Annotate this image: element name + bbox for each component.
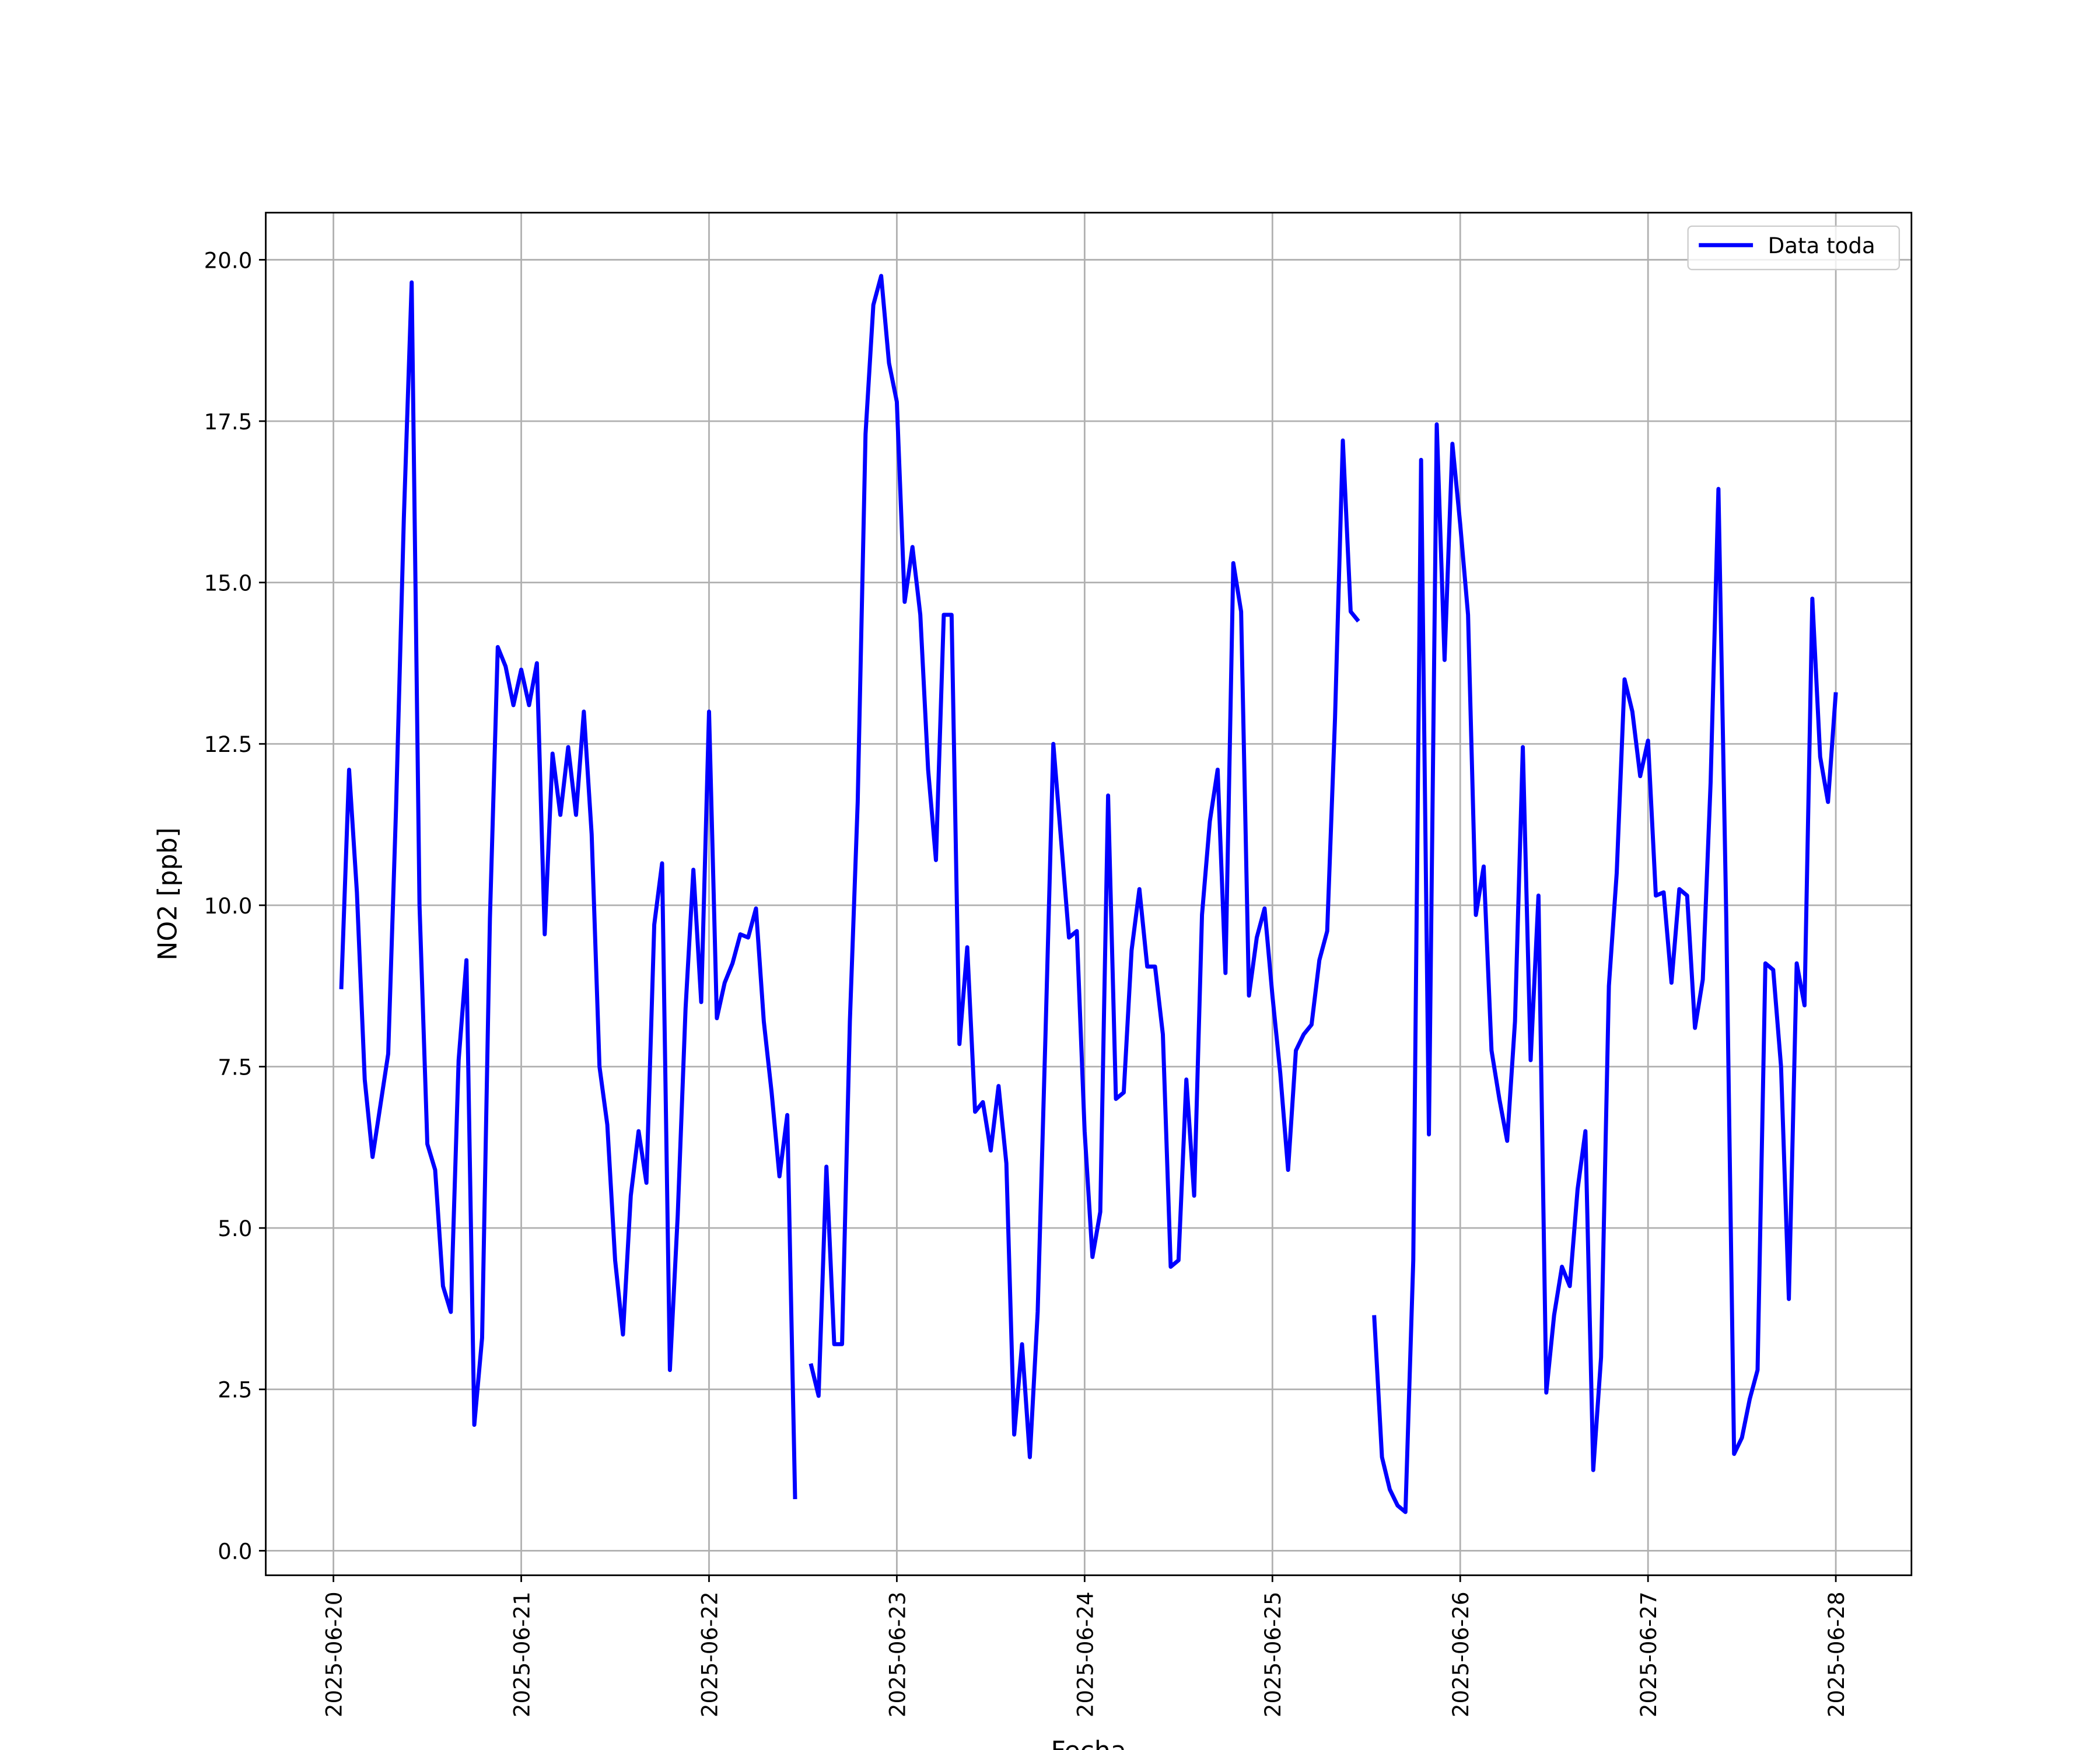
plot-lines xyxy=(339,274,1838,1514)
data-line xyxy=(339,274,1838,1514)
x-axis-label: Fecha xyxy=(1051,1736,1126,1750)
y-tick-label: 0.0 xyxy=(218,1539,252,1564)
x-tick-label: 2025-06-26 xyxy=(1448,1591,1474,1717)
grid xyxy=(265,212,1912,1576)
y-tick-label: 7.5 xyxy=(218,1055,252,1080)
ticks: 0.0 2.5 5.0 7.5 10.0 12.5 15.0 17.5 20.0 2025-06-… xyxy=(204,248,1849,1717)
x-tick-label: 2025-06-23 xyxy=(885,1591,910,1717)
axes-frame xyxy=(265,212,1913,1576)
x-tick-label: 2025-06-28 xyxy=(1824,1591,1849,1717)
y-tick-label: 12.5 xyxy=(204,732,253,757)
legend-box xyxy=(1687,225,1901,271)
legend: Data toda xyxy=(1687,225,1901,271)
x-tick-label: 2025-06-27 xyxy=(1636,1591,1661,1717)
y-tick-label: 5.0 xyxy=(218,1216,252,1241)
y-tick-label: 15.0 xyxy=(204,571,253,596)
x-tick-label: 2025-06-21 xyxy=(509,1591,534,1717)
legend-label: Data toda xyxy=(1768,233,1875,258)
x-tick-label: 2025-06-22 xyxy=(697,1591,722,1717)
x-tick-label: 2025-06-25 xyxy=(1261,1591,1286,1717)
x-tick-label: 2025-06-24 xyxy=(1073,1591,1098,1717)
y-tick-label: 20.0 xyxy=(204,248,253,273)
y-tick-label: 2.5 xyxy=(218,1378,252,1403)
y-axis-label: NO2 [ppb] xyxy=(153,827,183,960)
y-tick-label: 17.5 xyxy=(204,410,253,435)
y-tick-label: 10.0 xyxy=(204,894,253,919)
x-tick-label: 2025-06-20 xyxy=(322,1591,347,1717)
